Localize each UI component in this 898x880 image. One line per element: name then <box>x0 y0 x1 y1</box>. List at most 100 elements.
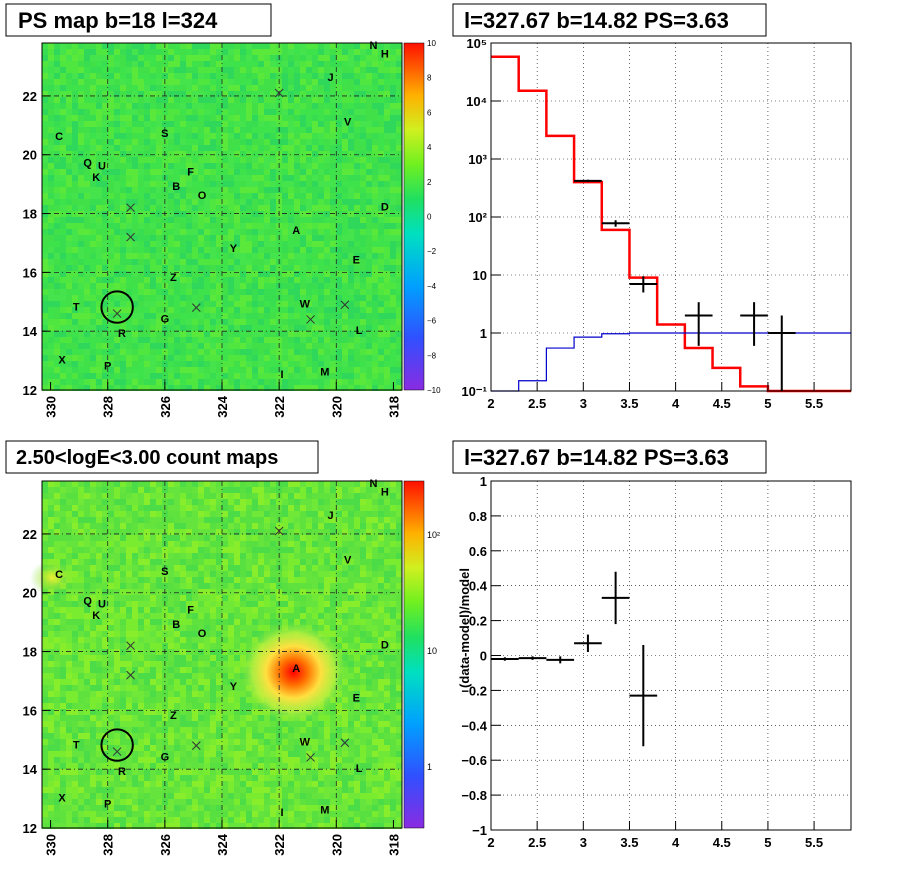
heatmap-cell <box>222 601 228 607</box>
heatmap-cell <box>246 211 252 217</box>
heatmap-cell <box>330 559 336 565</box>
heatmap-cell <box>270 73 276 79</box>
heatmap-cell <box>366 223 372 229</box>
x-tick-label: 320 <box>329 396 344 418</box>
heatmap-cell <box>360 571 366 577</box>
heatmap-cell <box>210 547 216 553</box>
heatmap-cell <box>312 259 318 265</box>
heatmap-cell <box>138 601 144 607</box>
heatmap-cell <box>198 553 204 559</box>
heatmap-cell <box>42 553 48 559</box>
heatmap-cell <box>396 589 402 595</box>
heatmap-cell <box>174 565 180 571</box>
heatmap-cell <box>108 67 114 73</box>
heatmap-cell <box>114 115 120 121</box>
heatmap-cell <box>270 349 276 355</box>
heatmap-cell <box>198 79 204 85</box>
heatmap-cell <box>186 559 192 565</box>
heatmap-cell <box>48 223 54 229</box>
heatmap-cell <box>396 307 402 313</box>
heatmap-cell <box>234 133 240 139</box>
heatmap-cell <box>54 241 60 247</box>
heatmap-cell <box>312 601 318 607</box>
heatmap-cell <box>288 601 294 607</box>
heatmap-cell <box>114 103 120 109</box>
heatmap-cell <box>294 481 300 487</box>
heatmap-cell <box>384 361 390 367</box>
heatmap-cell <box>216 559 222 565</box>
heatmap-cell <box>186 133 192 139</box>
heatmap-cell <box>186 487 192 493</box>
heatmap-cell <box>66 265 72 271</box>
heatmap-cell <box>312 559 318 565</box>
heatmap-cell <box>366 175 372 181</box>
source-label: J <box>328 72 334 84</box>
heatmap-cell <box>246 553 252 559</box>
heatmap-cell <box>66 67 72 73</box>
heatmap-cell <box>372 277 378 283</box>
heatmap-cell <box>294 373 300 379</box>
heatmap-cell <box>390 331 396 337</box>
heatmap-cell <box>240 43 246 49</box>
heatmap-cell <box>138 511 144 517</box>
heatmap-cell <box>372 109 378 115</box>
heatmap-cell <box>198 235 204 241</box>
heatmap-cell <box>312 115 318 121</box>
heatmap-cell <box>366 571 372 577</box>
heatmap-cell <box>192 565 198 571</box>
heatmap-cell <box>192 67 198 73</box>
heatmap-cell <box>300 223 306 229</box>
heatmap-cell <box>288 541 294 547</box>
heatmap-cell <box>360 577 366 583</box>
heatmap-cell <box>108 241 114 247</box>
heatmap-cell <box>156 511 162 517</box>
heatmap-cell <box>180 121 186 127</box>
heatmap-cell <box>294 67 300 73</box>
heatmap-cell <box>270 361 276 367</box>
heatmap-cell <box>96 259 102 265</box>
heatmap-cell <box>234 55 240 61</box>
heatmap-cell <box>96 193 102 199</box>
heatmap-cell <box>372 373 378 379</box>
heatmap-cell <box>372 103 378 109</box>
heatmap-cell <box>78 277 84 283</box>
heatmap-cell <box>174 331 180 337</box>
heatmap-cell <box>270 43 276 49</box>
heatmap-cell <box>270 337 276 343</box>
heatmap-cell <box>90 289 96 295</box>
heatmap-cell <box>228 583 234 589</box>
y-tick-label: 16 <box>23 265 37 280</box>
heatmap-cell <box>180 331 186 337</box>
heatmap-cell <box>138 187 144 193</box>
heatmap-cell <box>396 127 402 133</box>
heatmap-cell <box>156 307 162 313</box>
heatmap-cell <box>366 565 372 571</box>
heatmap-cell <box>306 547 312 553</box>
heatmap-cell <box>204 337 210 343</box>
heatmap-cell <box>42 145 48 151</box>
heatmap-cell <box>294 181 300 187</box>
heatmap-cell <box>240 247 246 253</box>
heatmap-cell <box>378 217 384 223</box>
heatmap-cell <box>306 595 312 601</box>
heatmap-cell <box>222 235 228 241</box>
heatmap-cell <box>126 613 132 619</box>
heatmap-cell <box>264 79 270 85</box>
heatmap-cell <box>390 67 396 73</box>
heatmap-cell <box>294 289 300 295</box>
heatmap-cell <box>360 367 366 373</box>
heatmap-cell <box>240 541 246 547</box>
heatmap-cell <box>228 181 234 187</box>
heatmap-cell <box>372 607 378 613</box>
heatmap-cell <box>324 103 330 109</box>
heatmap-cell <box>132 277 138 283</box>
heatmap-cell <box>348 511 354 517</box>
heatmap-cell <box>150 613 156 619</box>
heatmap-cell <box>102 277 108 283</box>
heatmap-cell <box>84 349 90 355</box>
heatmap-cell <box>66 349 72 355</box>
heatmap-cell <box>204 43 210 49</box>
heatmap-cell <box>264 115 270 121</box>
heatmap-cell <box>312 571 318 577</box>
heatmap-cell <box>270 601 276 607</box>
